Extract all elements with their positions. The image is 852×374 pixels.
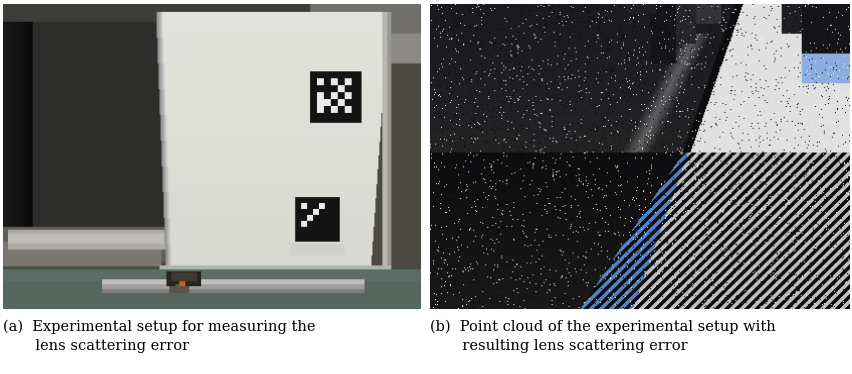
Text: (b)  Point cloud of the experimental setup with
       resulting lens scattering: (b) Point cloud of the experimental setu…: [430, 320, 776, 353]
Text: (a)  Experimental setup for measuring the
       lens scattering error: (a) Experimental setup for measuring the…: [3, 320, 315, 353]
